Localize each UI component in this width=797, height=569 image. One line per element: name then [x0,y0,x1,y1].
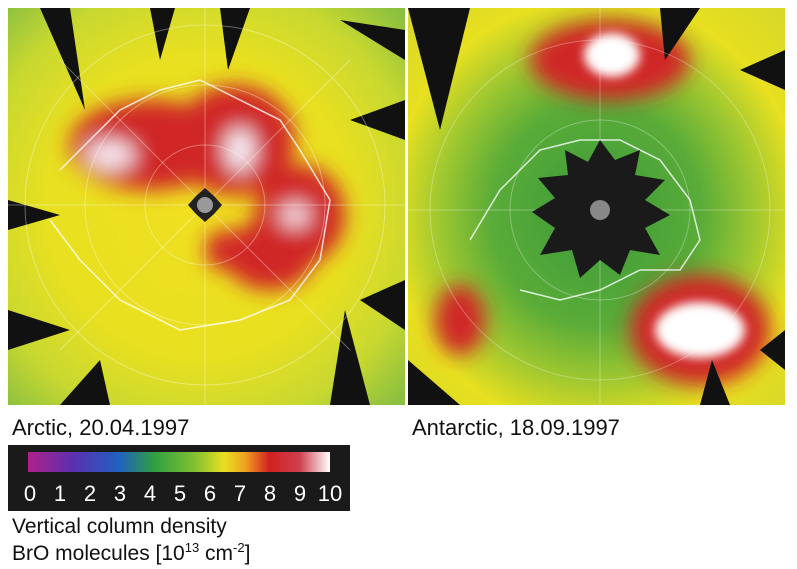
figure: Arctic, 20.04.1997 Antarctic, 18.09.1997… [0,0,797,569]
colorbar-units: BrO molecules [1013 cm-2] [12,540,250,565]
colorbar-tick-label: 2 [84,481,96,506]
colorbar [28,452,330,472]
units-text: BrO molecules [10 [12,542,185,565]
panel-caption: Arctic, 20.04.1997 [12,415,189,440]
colorbar-tick-label: 8 [264,481,276,506]
antarctic-map [400,0,790,410]
panel-caption: Antarctic, 18.09.1997 [412,415,620,440]
colorbar-tick-label: 1 [54,481,66,506]
arctic-map [0,0,410,410]
colorbar-tick-label: 4 [144,481,156,506]
units-sup: -2 [233,540,245,555]
colorbar-tick-label: 5 [174,481,186,506]
colorbar-tick-label: 6 [204,481,216,506]
units-text: ] [245,542,251,565]
colorbar-tick-label: 0 [24,481,36,506]
units-sup: 13 [185,540,199,555]
colorbar-tick-label: 10 [318,481,342,506]
colorbar-tick-label: 7 [234,481,246,506]
units-text: cm [199,542,233,565]
colorbar-tick-label: 9 [294,481,306,506]
colorbar-title: Vertical column density [12,515,227,538]
colorbar-tick-label: 3 [114,481,126,506]
figure-canvas: Arctic, 20.04.1997 Antarctic, 18.09.1997… [0,0,797,569]
